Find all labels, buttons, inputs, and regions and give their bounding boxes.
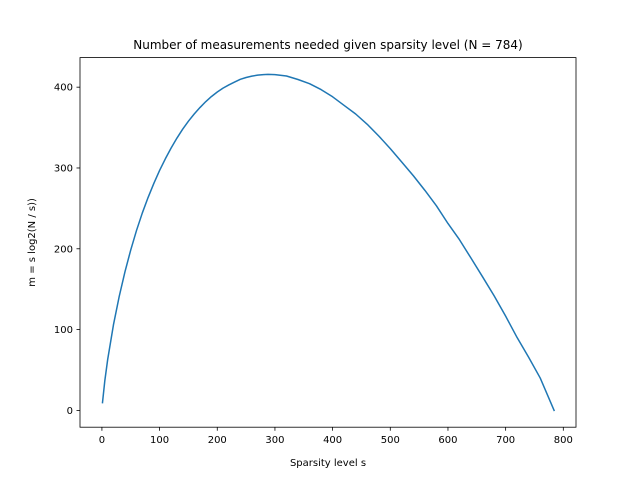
x-tick-label: 800 (554, 435, 573, 446)
x-tick-label: 0 (99, 435, 105, 446)
x-tick-label: 400 (323, 435, 342, 446)
y-tick-label: 0 (67, 406, 73, 417)
y-tick-label: 100 (54, 325, 73, 336)
x-tick-label: 600 (438, 435, 457, 446)
y-tick-label: 400 (54, 83, 73, 94)
plot-area (80, 57, 576, 428)
x-axis-label: Sparsity level s (290, 458, 366, 469)
y-axis-label: m = s log2(N / s)) (27, 198, 38, 287)
x-tick-label: 500 (381, 435, 400, 446)
x-tick-label: 100 (150, 435, 169, 446)
x-tick-label: 300 (265, 435, 284, 446)
y-tick-label: 300 (54, 163, 73, 174)
x-tick-label: 700 (496, 435, 515, 446)
chart-title: Number of measurements needed given spar… (133, 38, 522, 52)
plot-frame (79, 57, 577, 428)
series-group (101, 73, 556, 412)
series-line-0 (101, 73, 556, 412)
y-axis-ticks: 0 100 200 300 400 (54, 83, 80, 417)
y-tick-label: 200 (54, 244, 73, 255)
x-axis-ticks: 0 100 200 300 400 500 600 700 800 (99, 427, 573, 446)
x-tick-label: 200 (208, 435, 227, 446)
